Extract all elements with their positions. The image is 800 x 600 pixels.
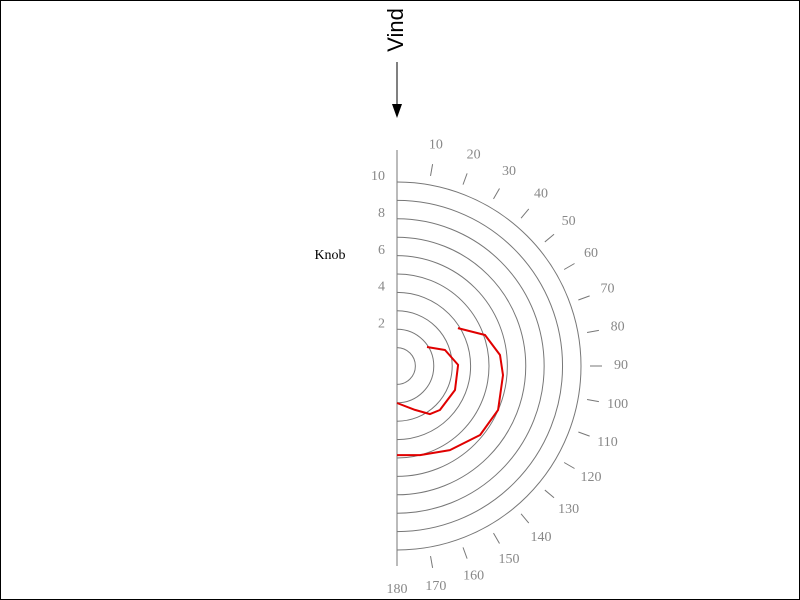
theta-tick-label: 30 [502,164,516,179]
theta-tick-label: 80 [611,319,625,334]
theta-tick [462,547,468,559]
theta-tick [520,513,530,524]
theta-tick [563,462,575,469]
grid-ring [396,236,527,496]
polar-curve [396,346,460,416]
grid-ring [396,328,435,404]
r-axis-label: Knob [314,248,345,263]
r-tick-label: 8 [378,206,385,221]
theta-tick-label: 110 [597,435,617,450]
grid-ring [396,218,545,514]
r-tick-label: 6 [378,243,385,258]
theta-tick [544,489,555,499]
theta-tick [430,164,434,177]
theta-tick-label: 180 [387,582,408,597]
theta-tick-label: 170 [425,579,446,594]
theta-tick-label: 20 [467,148,481,163]
theta-tick-label: 130 [558,502,579,517]
chart-title: Vind [383,8,408,52]
r-tick-label: 4 [378,280,385,295]
theta-tick-label: 60 [584,246,598,261]
grid-ring [396,310,453,422]
theta-tick [430,555,434,568]
theta-tick-label: 160 [463,569,484,584]
theta-tick [578,431,590,437]
theta-tick [520,208,530,219]
grid-ring [396,291,472,441]
theta-tick-label: 140 [530,530,551,545]
theta-tick [586,329,599,333]
theta-tick [544,233,555,243]
theta-tick-label: 50 [562,214,576,229]
theta-tick-label: 120 [580,470,601,485]
grid-ring [396,347,416,385]
theta-tick-label: 100 [607,397,628,412]
theta-tick-label: 150 [499,552,520,567]
wind-arrowhead [392,104,402,118]
theta-tick [578,295,590,301]
theta-tick-label: 40 [534,187,548,202]
theta-tick-label: 10 [429,138,443,153]
theta-tick [462,173,468,185]
theta-tick [493,532,500,544]
theta-tick [493,188,500,200]
theta-tick [563,263,575,270]
theta-tick-label: 90 [614,358,628,373]
theta-tick-label: 70 [600,282,614,297]
r-tick-label: 10 [371,169,385,184]
grid-ring [396,273,490,459]
polar-curve [397,327,504,457]
grid-ring [396,255,508,477]
r-tick-label: 2 [378,316,385,331]
grid-ring [396,181,582,551]
theta-tick [586,399,599,403]
grid-ring [396,199,564,533]
